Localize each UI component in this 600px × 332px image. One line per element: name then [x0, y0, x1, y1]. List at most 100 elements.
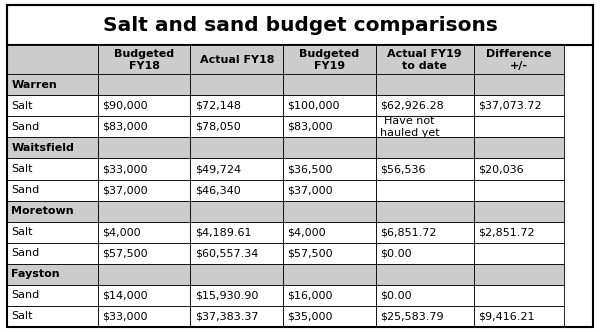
- Text: Moretown: Moretown: [11, 206, 74, 216]
- Bar: [376, 201, 474, 222]
- Bar: [7, 222, 98, 243]
- Text: $4,000: $4,000: [287, 227, 326, 237]
- Bar: [98, 306, 190, 327]
- Bar: [7, 285, 98, 306]
- Bar: [190, 243, 283, 264]
- Bar: [190, 95, 283, 116]
- Bar: [376, 158, 474, 180]
- Bar: [98, 137, 190, 158]
- Bar: [98, 264, 190, 285]
- Text: Actual FY19
to date: Actual FY19 to date: [388, 49, 462, 70]
- Text: Fayston: Fayston: [11, 269, 60, 279]
- Text: $37,000: $37,000: [102, 185, 148, 195]
- Text: $20,036: $20,036: [478, 164, 524, 174]
- Bar: [376, 137, 474, 158]
- Bar: [283, 45, 376, 74]
- Text: Salt and sand budget comparisons: Salt and sand budget comparisons: [103, 16, 497, 35]
- Text: Salt: Salt: [11, 164, 33, 174]
- Text: Difference
+/-: Difference +/-: [486, 49, 551, 70]
- Bar: [190, 285, 283, 306]
- Text: Warren: Warren: [11, 80, 57, 90]
- Text: Budgeted
FY19: Budgeted FY19: [299, 49, 359, 70]
- Bar: [474, 264, 563, 285]
- Text: $14,000: $14,000: [102, 290, 148, 300]
- Text: $25,583.79: $25,583.79: [380, 311, 443, 321]
- Bar: [474, 201, 563, 222]
- Bar: [98, 95, 190, 116]
- Bar: [283, 95, 376, 116]
- Bar: [474, 137, 563, 158]
- Bar: [98, 74, 190, 95]
- Bar: [474, 285, 563, 306]
- Text: $46,340: $46,340: [194, 185, 241, 195]
- Text: $83,000: $83,000: [102, 122, 148, 132]
- Bar: [283, 158, 376, 180]
- Bar: [376, 74, 474, 95]
- Text: $6,851.72: $6,851.72: [380, 227, 436, 237]
- Bar: [283, 285, 376, 306]
- Text: $100,000: $100,000: [287, 101, 340, 111]
- Text: Salt: Salt: [11, 227, 33, 237]
- Bar: [376, 306, 474, 327]
- Bar: [7, 306, 98, 327]
- Text: $36,500: $36,500: [287, 164, 333, 174]
- Text: $78,050: $78,050: [194, 122, 241, 132]
- Bar: [7, 116, 98, 137]
- Text: $35,000: $35,000: [287, 311, 333, 321]
- Bar: [98, 243, 190, 264]
- Bar: [283, 201, 376, 222]
- Bar: [98, 201, 190, 222]
- Text: $16,000: $16,000: [287, 290, 333, 300]
- Bar: [98, 45, 190, 74]
- Bar: [7, 45, 98, 74]
- Bar: [474, 116, 563, 137]
- Bar: [190, 222, 283, 243]
- Bar: [190, 201, 283, 222]
- Bar: [474, 180, 563, 201]
- Text: $2,851.72: $2,851.72: [478, 227, 535, 237]
- Bar: [190, 158, 283, 180]
- Bar: [7, 5, 593, 45]
- Text: $37,000: $37,000: [287, 185, 333, 195]
- Bar: [98, 158, 190, 180]
- Bar: [474, 74, 563, 95]
- Bar: [283, 222, 376, 243]
- Text: $62,926.28: $62,926.28: [380, 101, 443, 111]
- Bar: [474, 95, 563, 116]
- Text: $37,383.37: $37,383.37: [194, 311, 258, 321]
- Bar: [190, 116, 283, 137]
- Text: Sand: Sand: [11, 122, 40, 132]
- Text: Sand: Sand: [11, 185, 40, 195]
- Bar: [283, 116, 376, 137]
- Bar: [190, 45, 283, 74]
- Bar: [376, 222, 474, 243]
- Text: $33,000: $33,000: [102, 164, 148, 174]
- Text: Salt: Salt: [11, 311, 33, 321]
- Bar: [7, 158, 98, 180]
- Bar: [98, 285, 190, 306]
- Bar: [190, 264, 283, 285]
- Bar: [376, 243, 474, 264]
- Text: $90,000: $90,000: [102, 101, 148, 111]
- Bar: [474, 222, 563, 243]
- Text: $0.00: $0.00: [380, 290, 412, 300]
- Bar: [474, 158, 563, 180]
- Bar: [98, 222, 190, 243]
- Bar: [283, 74, 376, 95]
- Text: $72,148: $72,148: [194, 101, 241, 111]
- Bar: [190, 74, 283, 95]
- Bar: [376, 285, 474, 306]
- Bar: [7, 180, 98, 201]
- Text: $57,500: $57,500: [287, 248, 333, 258]
- Text: $9,416.21: $9,416.21: [478, 311, 535, 321]
- Text: $56,536: $56,536: [380, 164, 425, 174]
- Text: $15,930.90: $15,930.90: [194, 290, 258, 300]
- Text: Sand: Sand: [11, 248, 40, 258]
- Bar: [376, 116, 474, 137]
- Text: Sand: Sand: [11, 290, 40, 300]
- Bar: [283, 306, 376, 327]
- Bar: [7, 74, 98, 95]
- Bar: [376, 95, 474, 116]
- Bar: [7, 95, 98, 116]
- Text: $60,557.34: $60,557.34: [194, 248, 258, 258]
